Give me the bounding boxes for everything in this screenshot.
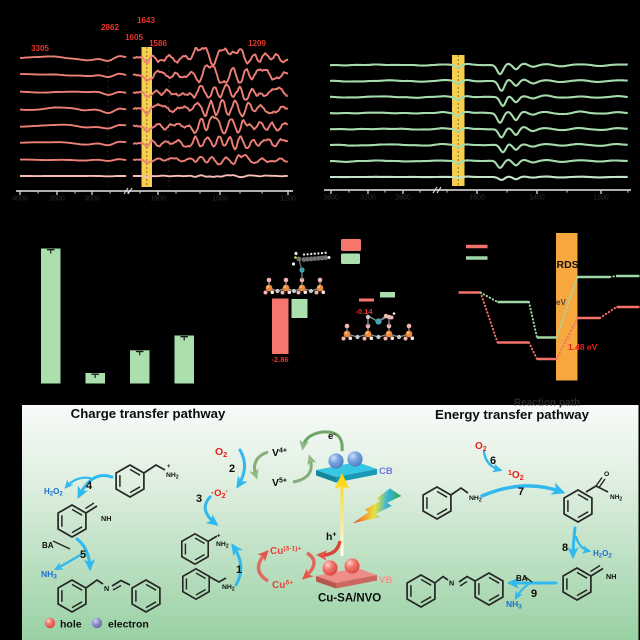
svg-text:electron: electron xyxy=(108,619,149,631)
svg-text:O2: O2 xyxy=(215,446,227,459)
svg-text:1586: 1586 xyxy=(149,39,167,48)
svg-text:NH3: NH3 xyxy=(41,569,57,581)
svg-text:NH2: NH2 xyxy=(216,541,229,550)
svg-text:4000: 4000 xyxy=(12,196,28,203)
svg-text:2: 2 xyxy=(229,463,235,475)
svg-text:H2O2: H2O2 xyxy=(44,487,63,498)
svg-text:NH2: NH2 xyxy=(610,494,622,503)
svg-text:3500: 3500 xyxy=(49,196,65,203)
svg-text:8: 8 xyxy=(562,542,568,554)
svg-text:1209: 1209 xyxy=(248,39,266,48)
svg-text:N: N xyxy=(104,584,109,593)
svg-text:+: + xyxy=(217,534,221,540)
svg-text:3200: 3200 xyxy=(360,195,376,202)
svg-text:O: O xyxy=(604,471,609,478)
svg-text:7: 7 xyxy=(518,486,524,498)
svg-text:NH2: NH2 xyxy=(166,472,179,481)
svg-text:Energy transfer pathway: Energy transfer pathway xyxy=(435,407,590,422)
svg-text:Reaction path: Reaction path xyxy=(514,398,580,409)
svg-text:1400: 1400 xyxy=(529,195,545,202)
svg-text:1200: 1200 xyxy=(593,195,609,202)
svg-text:1643: 1643 xyxy=(137,16,155,25)
svg-text:1800: 1800 xyxy=(150,196,166,203)
svg-text:-0.14: -0.14 xyxy=(355,307,373,316)
svg-text:VB: VB xyxy=(379,575,392,586)
svg-text:Cu(δ-1)+: Cu(δ-1)+ xyxy=(270,546,301,558)
svg-text:e-: e- xyxy=(328,431,336,442)
svg-text:eV: eV xyxy=(556,298,566,307)
svg-text:3600: 3600 xyxy=(323,195,339,202)
svg-text:Cu-SA/NVO: Cu-SA/NVO xyxy=(318,593,381,605)
svg-text:BA: BA xyxy=(42,541,54,550)
svg-text:2862: 2862 xyxy=(101,23,119,32)
svg-text:6: 6 xyxy=(490,455,496,467)
svg-text:NH3: NH3 xyxy=(506,599,522,611)
svg-text:O2: O2 xyxy=(475,441,487,453)
svg-text:RDS: RDS xyxy=(557,259,579,271)
svg-text:1: 1 xyxy=(236,564,242,576)
svg-text:5: 5 xyxy=(80,549,86,561)
svg-text:1500: 1500 xyxy=(212,196,228,203)
svg-text:BA: BA xyxy=(516,574,528,583)
svg-text:3305: 3305 xyxy=(31,44,49,53)
svg-text:3000: 3000 xyxy=(84,196,100,203)
svg-text:4: 4 xyxy=(86,480,93,492)
svg-text:3: 3 xyxy=(196,493,202,505)
svg-text:1600: 1600 xyxy=(469,195,485,202)
svg-text:1O2: 1O2 xyxy=(508,470,524,482)
svg-text:NH: NH xyxy=(101,514,111,523)
svg-text:1605: 1605 xyxy=(125,33,143,42)
svg-text:1.48 eV: 1.48 eV xyxy=(568,342,598,352)
svg-text:NH: NH xyxy=(606,572,616,581)
svg-text:NH2: NH2 xyxy=(469,495,482,504)
svg-text:N: N xyxy=(449,579,454,588)
svg-text:2800: 2800 xyxy=(395,195,411,202)
svg-text:hole: hole xyxy=(60,619,82,631)
svg-text:h+: h+ xyxy=(326,531,337,543)
svg-text:H2O2: H2O2 xyxy=(593,549,612,560)
svg-text:1200: 1200 xyxy=(280,196,296,203)
svg-text:+: + xyxy=(167,464,171,470)
svg-text:Charge transfer pathway: Charge transfer pathway xyxy=(71,406,226,421)
svg-text:-2.86: -2.86 xyxy=(271,355,288,364)
svg-text:CB: CB xyxy=(379,466,393,477)
svg-text:NH2: NH2 xyxy=(222,584,235,593)
svg-text:9: 9 xyxy=(531,588,537,600)
svg-text:Cuδ+: Cuδ+ xyxy=(272,580,293,592)
